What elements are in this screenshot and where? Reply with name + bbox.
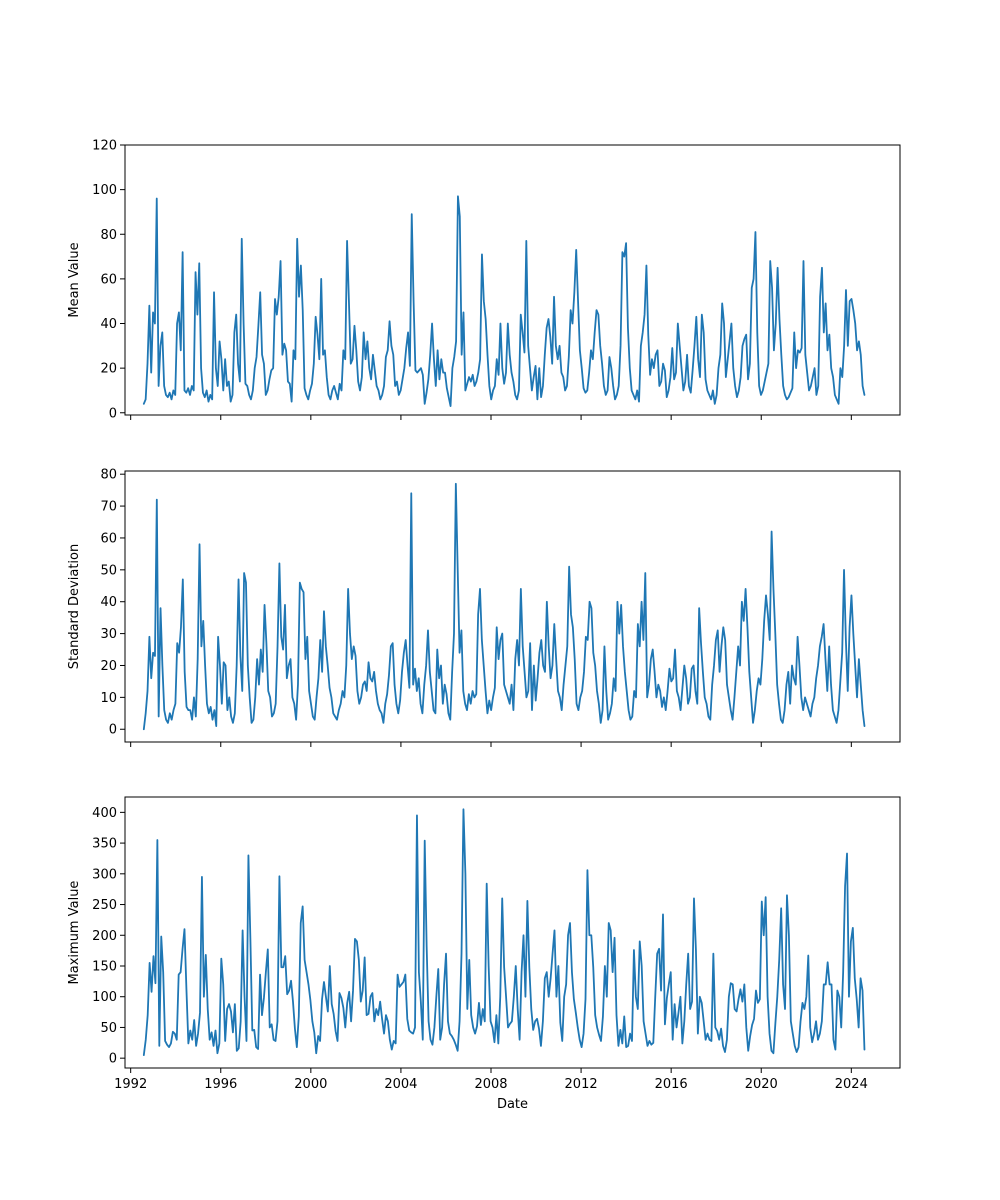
x-tick-label: 1992 [114, 1077, 147, 1092]
y-tick-label: 0 [109, 723, 117, 738]
y-tick-label: 0 [109, 406, 117, 421]
x-tick-label: 1996 [204, 1077, 237, 1092]
x-axis-label: Date [497, 1097, 528, 1112]
y-tick-label: 40 [100, 595, 117, 610]
y-tick-label: 40 [100, 317, 117, 332]
y-tick-label: 20 [100, 362, 117, 377]
y-axis-label: Mean Value [67, 242, 82, 317]
y-tick-label: 400 [92, 806, 117, 821]
y-tick-label: 0 [109, 1052, 117, 1067]
y-tick-label: 10 [100, 691, 117, 706]
y-tick-label: 120 [92, 139, 117, 154]
y-tick-label: 300 [92, 867, 117, 882]
x-tick-label: 2008 [474, 1077, 507, 1092]
y-tick-label: 200 [92, 929, 117, 944]
series-line [142, 195, 866, 407]
y-tick-label: 250 [92, 898, 117, 913]
x-tick-label: 2012 [565, 1077, 598, 1092]
y-axis-label: Standard Deviation [67, 544, 82, 669]
y-tick-label: 50 [100, 563, 117, 578]
y-tick-label: 50 [100, 1021, 117, 1036]
x-tick-label: 2024 [835, 1077, 868, 1092]
panel-mean-value: 0 20 40 60 80 100 120 Mean Value [67, 139, 901, 421]
x-tick-label: 2004 [384, 1077, 417, 1092]
plot-frame [124, 796, 901, 1069]
y-tick-label: 80 [100, 228, 117, 243]
panel-maximum-value: 0 50 100 150 200 250 300 350 400 1992 1996 2000 2004… [67, 796, 901, 1112]
x-tick-label: 2020 [745, 1077, 778, 1092]
y-tick-label: 80 [100, 468, 117, 483]
y-tick-label: 350 [92, 837, 117, 852]
panel-standard-deviation: 0 10 20 30 40 50 60 70 80 Standard Deviation [67, 468, 901, 747]
y-tick-label: 60 [100, 531, 117, 546]
y-tick-label: 150 [92, 959, 117, 974]
series-line [142, 808, 866, 1056]
y-tick-label: 30 [100, 627, 117, 642]
series-line [142, 482, 866, 731]
y-axis-label: Maximum Value [67, 881, 82, 985]
x-tick-label: 2000 [294, 1077, 327, 1092]
y-tick-label: 20 [100, 659, 117, 674]
x-tick-label: 2016 [655, 1077, 688, 1092]
y-tick-label: 100 [92, 990, 117, 1005]
y-tick-label: 70 [100, 500, 117, 515]
y-tick-label: 100 [92, 183, 117, 198]
y-tick-label: 60 [100, 272, 117, 287]
